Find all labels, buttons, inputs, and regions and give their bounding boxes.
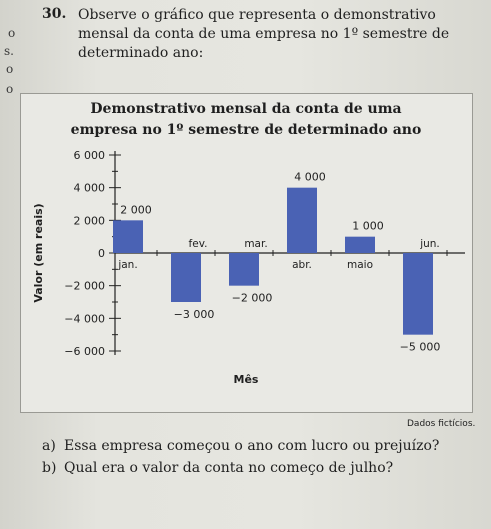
category-label: jan. (117, 259, 137, 271)
chart-title-line1: Demonstrativo mensal da conta de uma (90, 101, 401, 117)
bar (403, 253, 433, 335)
y-axis-title: Valor (em reais) (32, 203, 45, 302)
x-axis-title: Mês (234, 373, 259, 386)
y-tick-label: 0 (98, 247, 105, 260)
y-tick-label: 4 000 (74, 182, 106, 195)
value-label: −2 000 (232, 292, 273, 305)
chart-title-line2: empresa no 1º semestre de determinado an… (71, 122, 422, 138)
item-text: Essa empresa começou o ano com lucro ou … (64, 438, 440, 454)
chart-panel: Demonstrativo mensal da conta de uma emp… (20, 93, 473, 413)
y-tick-label: 2 000 (74, 214, 106, 227)
item-label: a) (42, 438, 56, 454)
bar (345, 236, 375, 253)
category-label: fev. (189, 238, 208, 250)
category-label: mar. (244, 238, 267, 250)
y-tick-label: 6 000 (74, 149, 106, 162)
value-label: 2 000 (120, 203, 152, 216)
value-label: 4 000 (294, 171, 326, 184)
margin-mark: o (6, 82, 14, 96)
question-line: Observe o gráfico que representa o demon… (78, 7, 436, 23)
margin-mark: o (6, 62, 14, 76)
y-tick-label: −4 000 (64, 312, 105, 325)
category-label: maio (347, 259, 373, 271)
question-item-b: b) Qual era o valor da conta no começo de… (42, 460, 393, 476)
bar-chart: Demonstrativo mensal da conta de uma emp… (20, 93, 473, 413)
question-item-a: a) Essa empresa começou o ano com lucro o… (42, 438, 439, 454)
question-number: 30. (42, 6, 67, 22)
source-note: Dados fictícios. (407, 419, 476, 429)
question-line: mensal da conta de uma empresa no 1º sem… (78, 26, 450, 42)
y-tick-label: −2 000 (64, 280, 105, 293)
category-label: jun. (419, 238, 440, 250)
bar (229, 253, 259, 286)
margin-mark: o (8, 26, 16, 40)
y-tick-label: −6 000 (64, 345, 105, 358)
item-text: Qual era o valor da conta no começo de j… (64, 460, 394, 476)
plot-area: 6 000 4 000 2 000 0 −2 000 −4 000 −6 000 Valor … (32, 149, 465, 386)
question-text: Observe o gráfico que representa o demon… (78, 6, 468, 63)
value-label: 1 000 (352, 220, 384, 233)
category-label: abr. (292, 259, 312, 271)
bar (287, 187, 317, 253)
margin-mark: s. (4, 44, 14, 58)
value-label: −3 000 (174, 308, 215, 321)
bar (171, 253, 201, 302)
question-line: determinado ano: (78, 45, 204, 61)
item-label: b) (42, 460, 57, 476)
value-label: −5 000 (400, 341, 441, 354)
bar (113, 220, 143, 253)
